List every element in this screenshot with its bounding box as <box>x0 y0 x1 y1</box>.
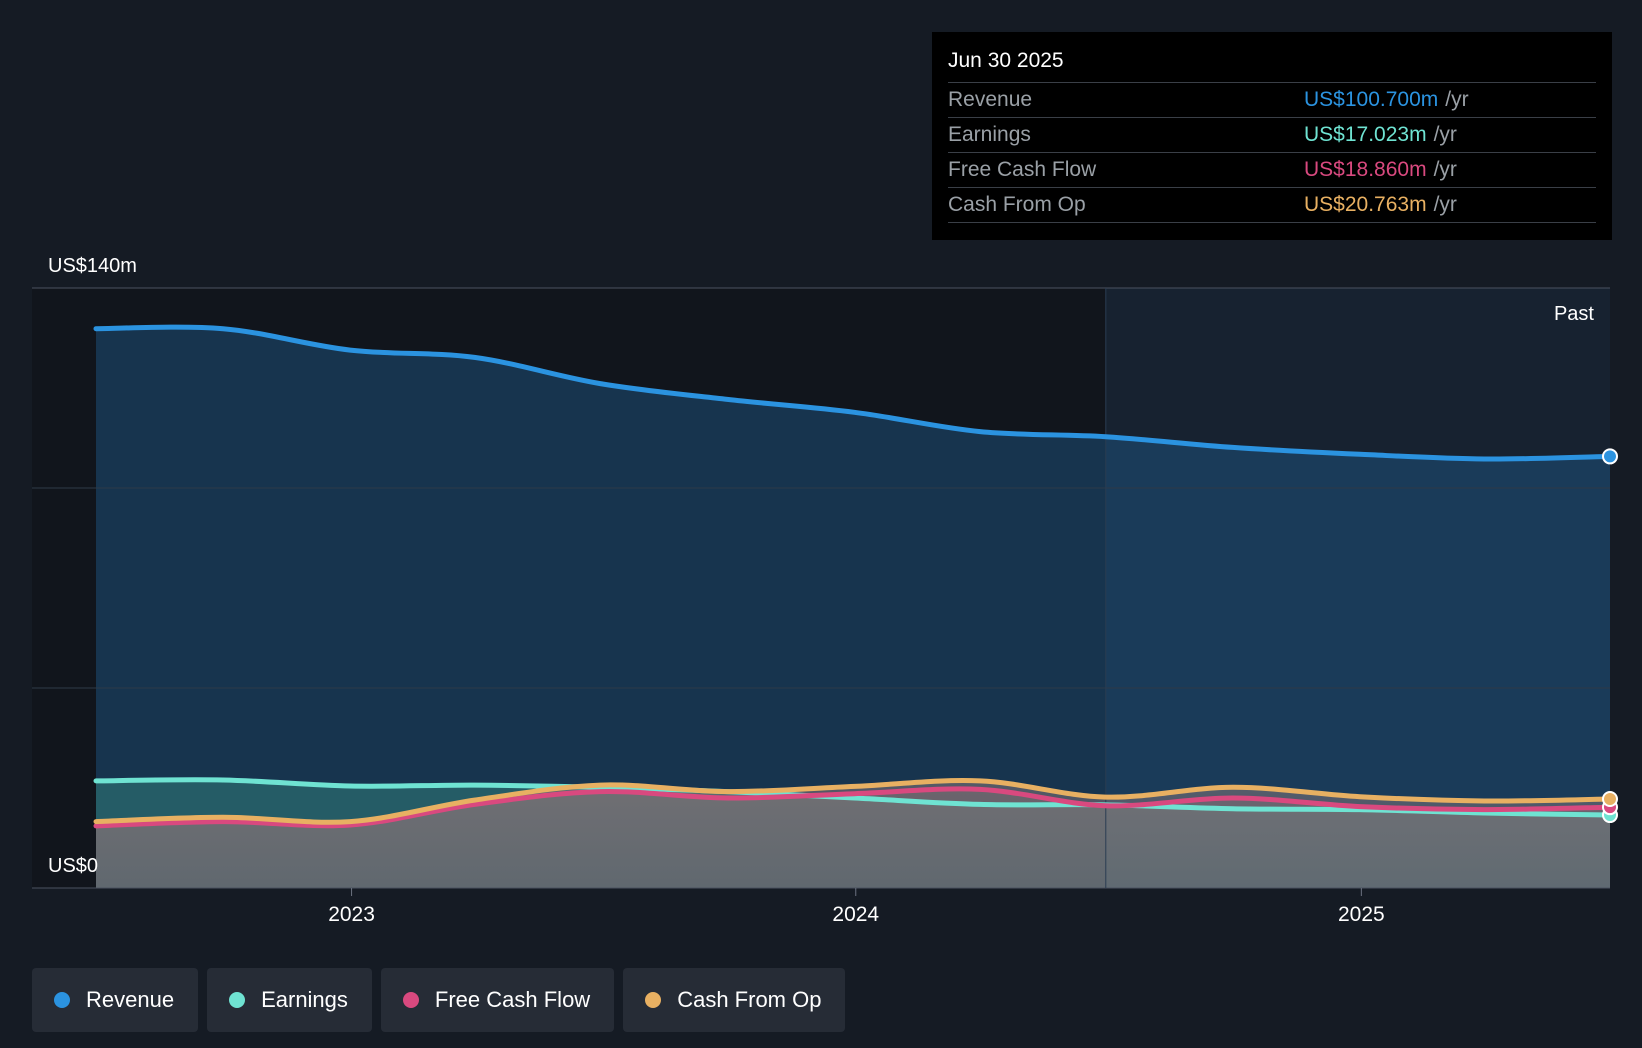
dot-icon <box>402 992 419 1008</box>
tooltip-row-earnings: Earnings US$17.023m /yr <box>948 118 1596 153</box>
tooltip-unit: /yr <box>1433 193 1457 216</box>
tooltip-unit: /yr <box>1445 88 1469 111</box>
line-earnings <box>93 777 1613 818</box>
dot-icon <box>54 992 70 1008</box>
end-point-revenue <box>1602 448 1618 465</box>
x-tick-label: 2025 <box>1338 903 1385 926</box>
past-label: Past <box>1554 303 1594 325</box>
tooltip-panel: Jun 30 2025 Revenue US$100.700m /yr Earn… <box>932 32 1612 240</box>
tooltip-unit: /yr <box>1433 123 1457 146</box>
legend-label: Cash From Op <box>677 987 822 1012</box>
line-revenue <box>93 324 1613 462</box>
tooltip-value: US$18.860m <box>1304 158 1427 181</box>
legend-item-free-cash-flow[interactable]: Free Cash Flow <box>380 968 615 1032</box>
legend-item-earnings[interactable]: Earnings <box>207 968 372 1032</box>
x-tick-label: 2024 <box>832 903 879 926</box>
tooltip-value: US$20.763m <box>1304 193 1427 216</box>
tooltip-label: Earnings <box>948 123 1031 146</box>
tooltip-row-revenue: Revenue US$100.700m /yr <box>948 83 1596 118</box>
tooltip-label: Cash From Op <box>948 193 1086 216</box>
line-cash-from-op <box>93 778 1613 825</box>
legend-label: Earnings <box>261 987 348 1012</box>
legend-label: Revenue <box>86 987 175 1012</box>
legend-item-revenue[interactable]: Revenue <box>32 968 199 1032</box>
dot-icon <box>229 992 246 1008</box>
tooltip-row-free-cash-flow: Free Cash Flow US$18.860m /yr <box>948 153 1596 188</box>
chart-legend: Revenue Earnings Free Cash Flow Cash Fro… <box>32 968 846 1032</box>
tooltip-unit: /yr <box>1433 158 1457 181</box>
dot-icon <box>645 992 662 1008</box>
tooltip-value: US$100.700m <box>1304 88 1439 111</box>
end-point-cash-from-op <box>1602 791 1618 808</box>
area-revenue <box>96 327 1610 889</box>
x-tick-label: 2023 <box>328 903 375 926</box>
legend-item-cash-from-op[interactable]: Cash From Op <box>623 968 846 1032</box>
line-free-cash-flow <box>93 786 1613 829</box>
tooltip-date: Jun 30 2025 <box>948 46 1596 83</box>
tooltip-label: Revenue <box>948 88 1033 111</box>
y-axis-top-label: US$140m <box>48 255 137 277</box>
tooltip-label: Free Cash Flow <box>948 158 1097 181</box>
tooltip-row-cash-from-op: Cash From Op US$20.763m /yr <box>948 188 1596 223</box>
y-axis-bottom-label: US$0 <box>48 855 98 877</box>
tooltip-value: US$17.023m <box>1304 123 1427 146</box>
legend-label: Free Cash Flow <box>434 987 591 1012</box>
